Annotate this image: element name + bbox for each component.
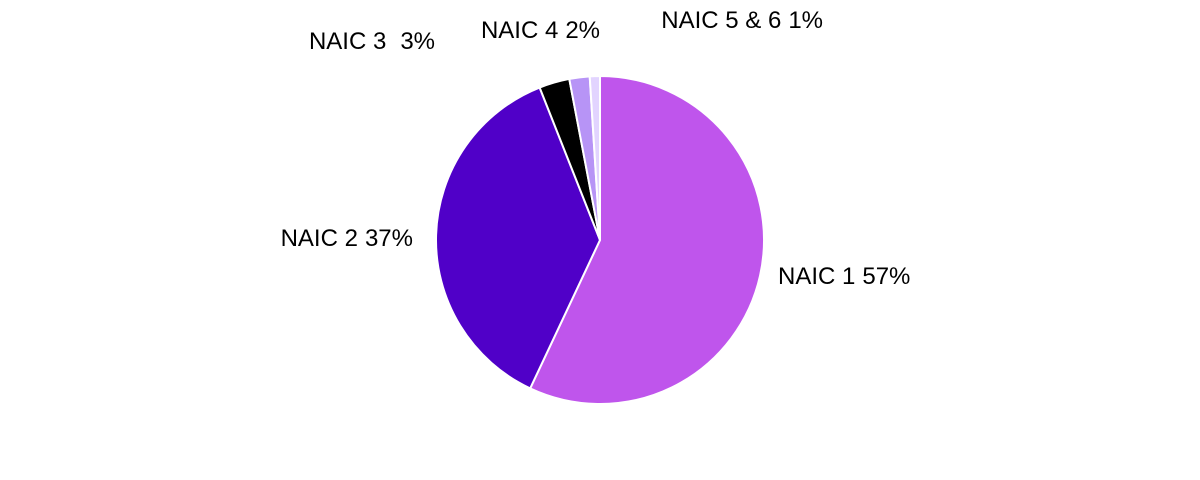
slice-label: NAIC 3 3% xyxy=(309,28,435,55)
pie-slice xyxy=(528,74,765,405)
category-label: NAIC 2 xyxy=(281,225,358,252)
slice-label: NAIC 4 2% xyxy=(481,17,600,44)
slice-label: NAIC 5 & 6 1% xyxy=(661,7,823,34)
slice-label: NAIC 2 37% xyxy=(281,225,413,252)
value-label: 1% xyxy=(788,7,823,34)
pie-slice xyxy=(588,74,601,241)
category-label: NAIC 4 xyxy=(481,17,558,44)
category-label: NAIC 1 xyxy=(778,263,855,290)
slice-label: NAIC 1 57% xyxy=(778,263,910,290)
value-label: 3% xyxy=(400,28,435,55)
category-label: NAIC 5 & 6 xyxy=(661,7,781,34)
pie-slice xyxy=(435,86,602,390)
value-label: 57% xyxy=(862,263,910,290)
value-label: 2% xyxy=(565,17,600,44)
value-label: 37% xyxy=(365,225,413,252)
category-label: NAIC 3 xyxy=(309,28,386,55)
